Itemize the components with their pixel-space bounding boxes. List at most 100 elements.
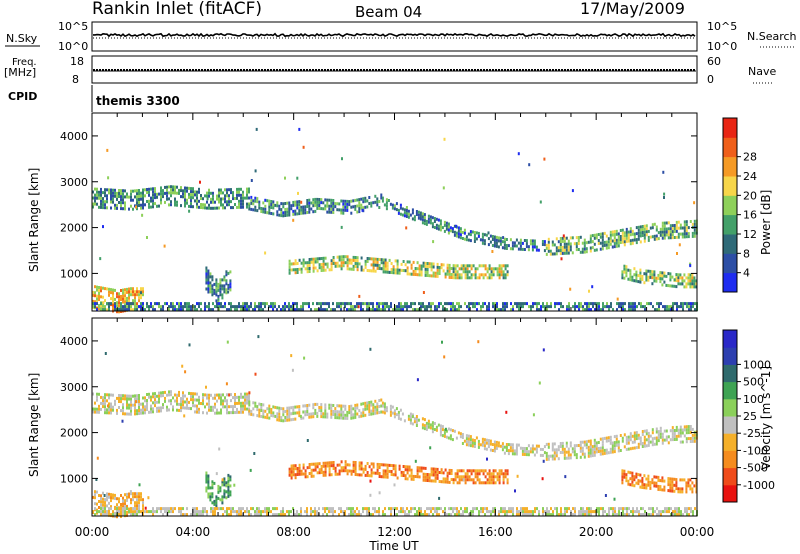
power-pixel: [617, 232, 620, 236]
power-pixel: [156, 302, 158, 306]
vel-pixel: [376, 462, 379, 466]
vel-pixel: [340, 466, 343, 470]
power-pixel: [236, 305, 238, 309]
power-pixel: [378, 264, 381, 267]
power-pixel: [675, 223, 678, 227]
vel-pixel: [528, 510, 530, 514]
power-speckle: [296, 176, 299, 180]
vel-pixel: [332, 413, 335, 416]
power-pixel: [557, 240, 560, 244]
power-pixel: [591, 240, 594, 244]
vel-speckle: [477, 340, 480, 344]
power-pixel: [569, 242, 572, 246]
power-pixel: [306, 261, 309, 265]
power-pixel: [398, 271, 401, 275]
vel-pixel: [282, 419, 285, 423]
power-pixel: [494, 267, 497, 271]
vel-pixel: [548, 510, 550, 514]
power-pixel: [482, 276, 485, 280]
vel-pixel: [496, 472, 499, 476]
vel-pixel: [330, 403, 333, 407]
vel-pixel: [531, 450, 534, 454]
power-pixel: [450, 305, 452, 309]
power-pixel: [296, 203, 299, 207]
power-pixel: [338, 202, 341, 206]
vel-pixel: [515, 452, 518, 456]
power-pixel: [504, 302, 506, 306]
power-pixel: [304, 205, 307, 209]
vel-pixel: [290, 476, 293, 480]
vel-pixel: [336, 416, 339, 420]
power-pixel: [205, 275, 208, 279]
power-pixel: [382, 264, 385, 268]
power-pixel: [396, 308, 398, 312]
power-speckle: [616, 297, 619, 301]
power-pixel: [484, 264, 487, 268]
vel-pixel: [376, 468, 379, 472]
power-pixel: [410, 263, 413, 267]
power-pixel: [334, 261, 337, 265]
vel-pixel: [209, 495, 212, 499]
power-pixel: [112, 197, 114, 201]
vel-pixel: [312, 462, 315, 466]
vel-pixel: [627, 441, 630, 445]
vel-pixel: [389, 407, 392, 411]
power-pixel: [634, 305, 636, 309]
vel-pixel: [630, 510, 632, 514]
vel-pixel: [262, 412, 265, 416]
vel-pixel: [663, 429, 666, 433]
power-pixel: [394, 259, 397, 263]
power-speckle: [302, 145, 305, 149]
power-pixel: [541, 240, 544, 243]
power-pixel: [621, 273, 624, 277]
vel-pixel: [208, 402, 210, 406]
vel-pixel: [258, 510, 260, 514]
vel-pixel: [521, 452, 524, 456]
vel-pixel: [214, 402, 216, 406]
vel-pixel: [653, 475, 656, 479]
vel-pixel: [551, 448, 554, 452]
power-pixel: [280, 214, 283, 218]
power-pixel: [647, 269, 650, 273]
vel-pixel: [196, 510, 198, 514]
power-pixel: [629, 272, 632, 276]
vel-pixel: [563, 456, 566, 460]
power-pixel: [428, 262, 431, 266]
vel-pixel: [573, 450, 576, 454]
power-pixel: [209, 284, 212, 288]
vel-pixel: [474, 481, 477, 485]
vel-pixel: [428, 479, 431, 483]
vel-pixel: [423, 427, 426, 431]
power-pixel: [488, 305, 490, 309]
vel-pixel: [489, 439, 492, 443]
power-pixel: [380, 261, 383, 265]
power-pixel: [536, 305, 538, 309]
power-pixel: [593, 236, 596, 240]
vel-pixel: [450, 478, 453, 481]
vel-pixel: [286, 406, 289, 410]
vel-pixel: [673, 477, 676, 481]
power-pixel: [100, 308, 102, 312]
vel-pixel: [651, 478, 654, 482]
vel-pixel: [574, 513, 576, 517]
power-pixel: [691, 276, 694, 280]
power-pixel: [571, 236, 574, 240]
power-pixel: [437, 224, 440, 228]
vel-pixel: [434, 467, 437, 471]
power-pixel: [420, 270, 423, 274]
vel-pixel: [664, 507, 666, 511]
vel-pixel: [368, 510, 370, 514]
power-pixel: [136, 198, 138, 202]
vel-pixel: [635, 446, 638, 450]
vel-pixel: [108, 408, 110, 412]
vel-pixel: [679, 428, 682, 432]
power-pixel: [647, 235, 650, 239]
vel-pixel: [248, 398, 250, 402]
power-pixel: [254, 308, 256, 312]
power-pixel: [132, 189, 134, 193]
vel-pixel: [426, 507, 428, 511]
power-pixel: [228, 197, 230, 201]
power-pixel: [130, 204, 132, 208]
vel-pixel: [338, 416, 341, 420]
vel-pixel: [120, 503, 122, 506]
